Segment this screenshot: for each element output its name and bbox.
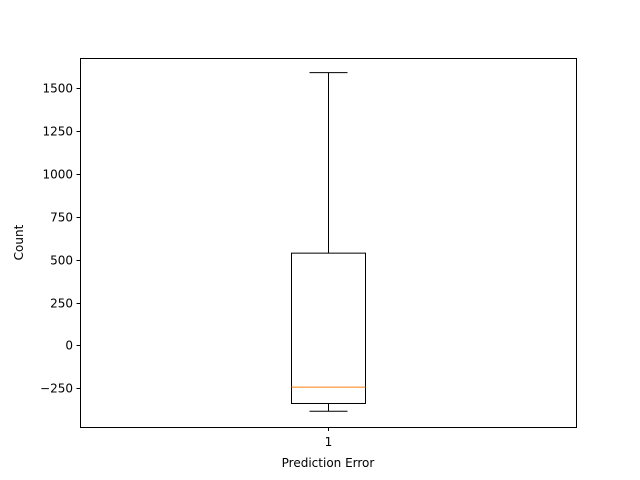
x-tick-label: 1: [325, 435, 333, 449]
y-tick-label: 250: [50, 297, 73, 311]
y-tick-label: 500: [50, 254, 73, 268]
y-tick-label: 0: [65, 339, 73, 353]
plot-area: [291, 72, 366, 412]
x-axis-ticks: 1: [325, 427, 333, 449]
y-tick-label: 750: [50, 211, 73, 225]
y-axis-label: Count: [12, 224, 26, 260]
box-element: [291, 72, 366, 412]
y-tick-label: 1000: [42, 168, 73, 182]
y-tick-label: −250: [40, 382, 73, 396]
interquartile-box: [291, 252, 366, 404]
y-tick-label: 1500: [42, 82, 73, 96]
y-tick-label: 1250: [42, 125, 73, 139]
y-axis-ticks: −250 0 250 500 750 1000 1250 1500: [40, 82, 80, 396]
x-axis-label: Prediction Error: [282, 456, 375, 470]
